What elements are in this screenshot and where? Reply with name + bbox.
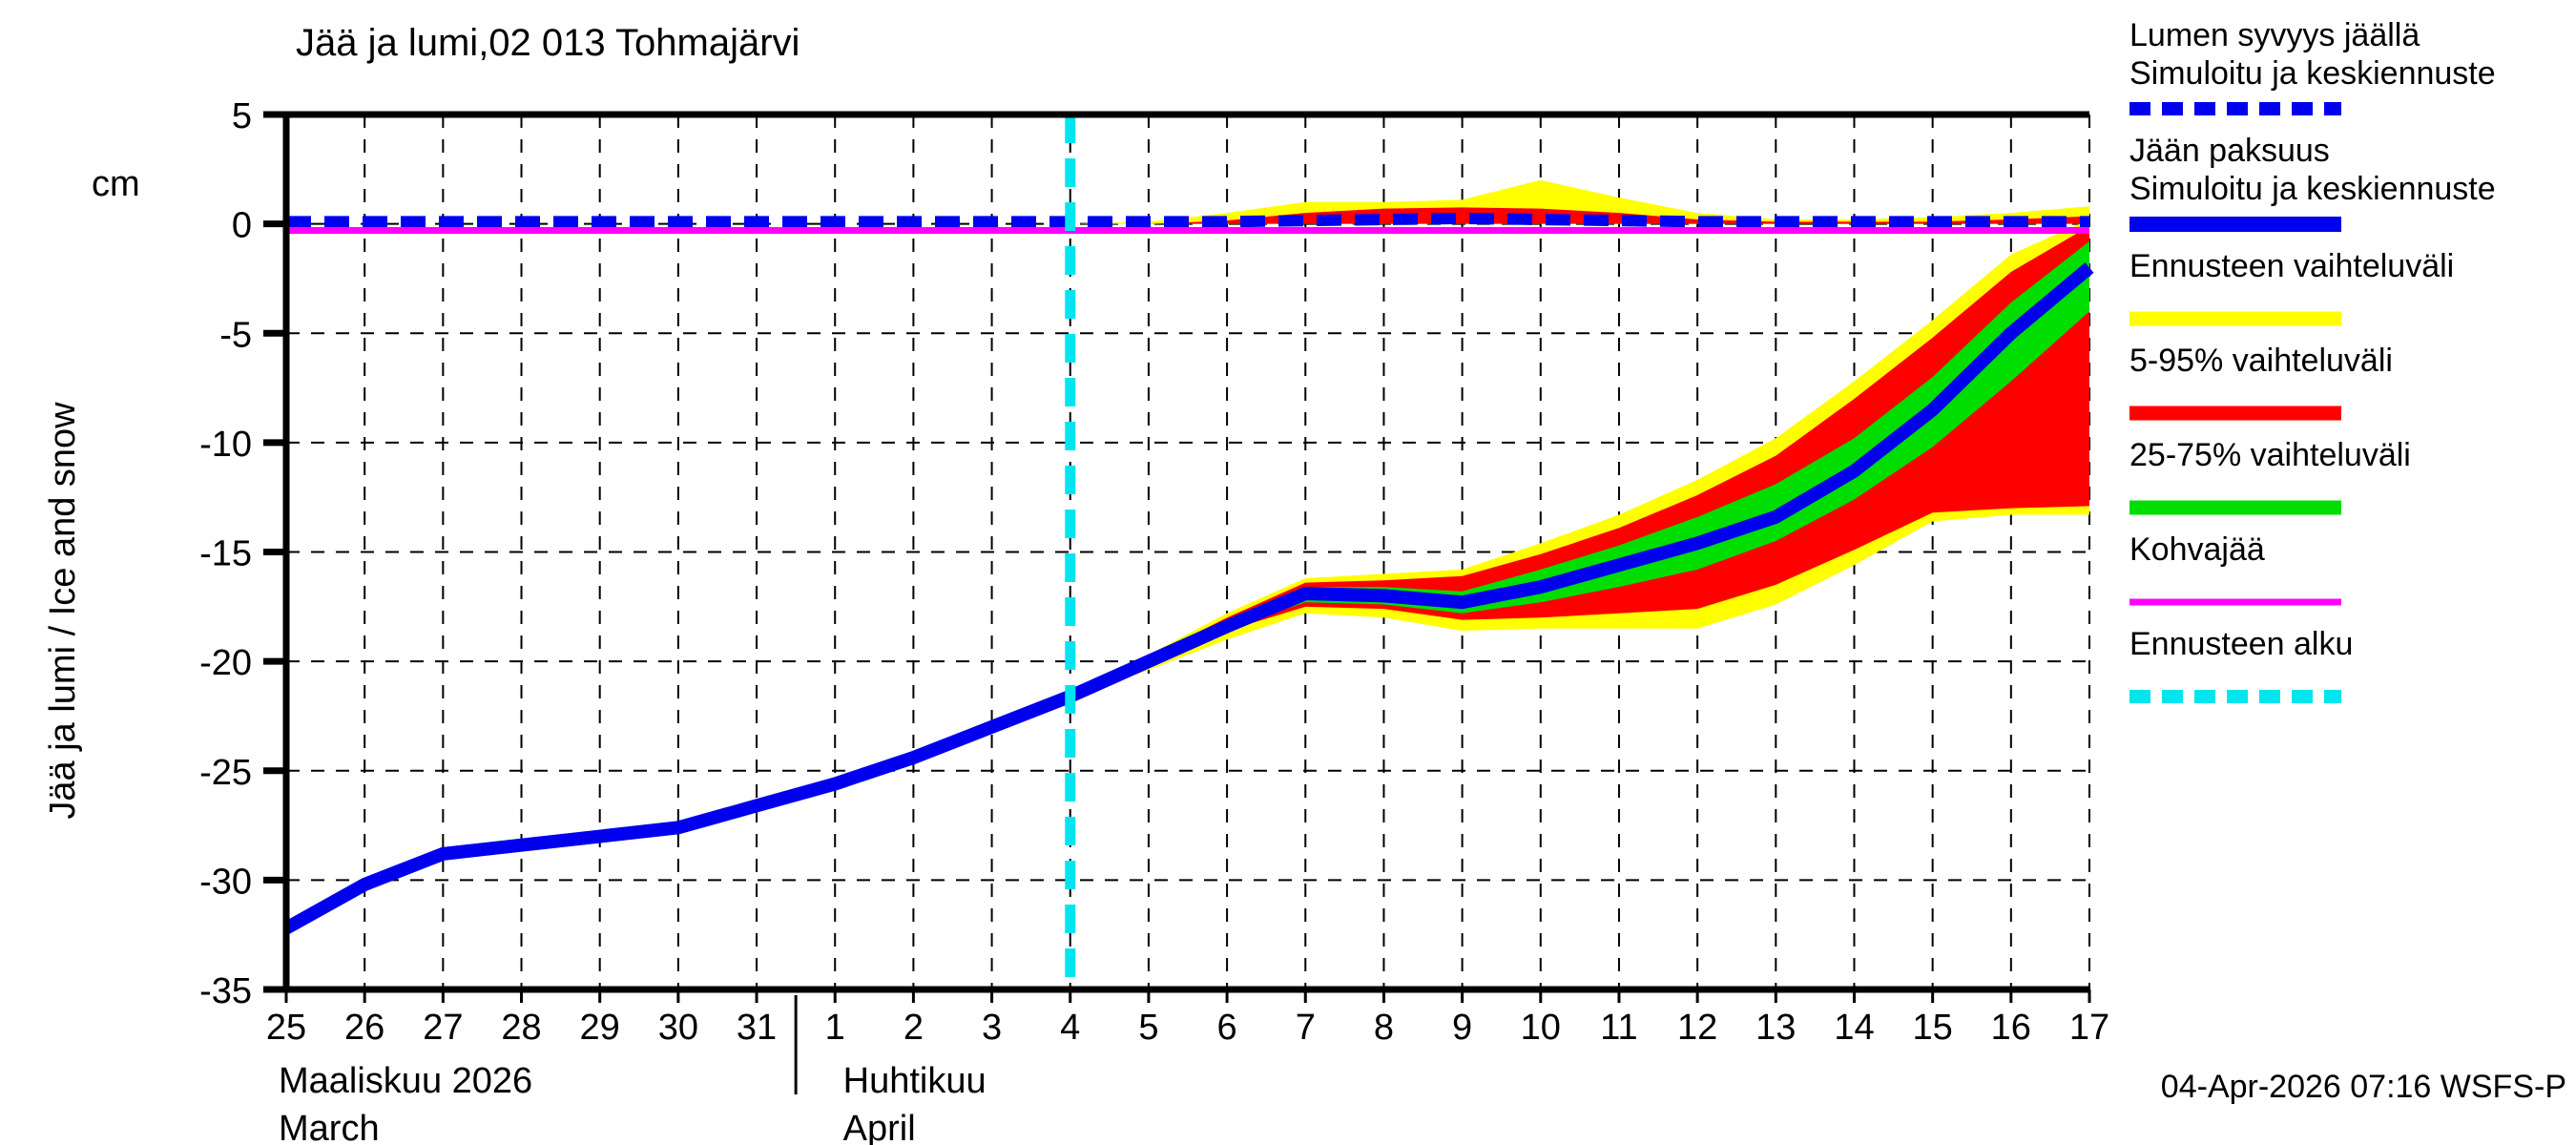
page-title: Jää ja lumi,02 013 Tohmajärvi <box>296 22 800 64</box>
y-tick-label: -15 <box>199 534 252 574</box>
y-tick-label: -25 <box>199 753 252 793</box>
series-solid <box>282 262 2094 934</box>
y-tick-label: 0 <box>232 206 252 246</box>
legend-title: Ennusteen vaihteluväli <box>2129 248 2454 284</box>
x-tick-label: 31 <box>737 1008 777 1048</box>
legend-title: Jään paksuus <box>2129 133 2330 169</box>
x-tick-label: 13 <box>1755 1008 1796 1048</box>
month-label-en: April <box>843 1109 916 1145</box>
legend-title: Ennusteen alku <box>2129 626 2353 662</box>
x-axis-tick-labels: 25 26 27 28 29 30 31 1 2 3 4 5 6 7 8 9 10 11 12 13 14 15 16 17 <box>266 1008 2109 1048</box>
y-tick-label: -5 <box>219 315 252 355</box>
axes <box>263 111 2091 1094</box>
month-label-fi: Maaliskuu 2026 <box>279 1061 532 1101</box>
legend-title: Lumen syvyys jäällä <box>2129 17 2420 53</box>
month-label-fi: Huhtikuu <box>843 1061 987 1101</box>
x-axis-month-labels: Maaliskuu 2026 March Huhtikuu April <box>279 1061 987 1145</box>
x-tick-label: 11 <box>1600 1008 1637 1048</box>
x-tick-label: 27 <box>423 1008 463 1048</box>
legend-subtitle: Simuloitu ja keskiennuste <box>2129 55 2496 92</box>
legend-subtitle: Simuloitu ja keskiennuste <box>2129 171 2496 207</box>
x-tick-label: 12 <box>1677 1008 1717 1048</box>
month-label-en: March <box>279 1109 380 1145</box>
x-tick-label: 15 <box>1913 1008 1953 1048</box>
legend-title: 25-75% vaihteluväli <box>2129 437 2411 473</box>
x-tick-label: 5 <box>1138 1008 1158 1048</box>
x-tick-label: 4 <box>1060 1008 1080 1048</box>
x-tick-label: 17 <box>2069 1008 2109 1048</box>
y-tick-label: -10 <box>199 425 252 465</box>
x-tick-label: 6 <box>1217 1008 1237 1048</box>
x-tick-label: 8 <box>1374 1008 1394 1048</box>
y-tick-label: 5 <box>232 96 252 136</box>
series-lines <box>282 212 2094 934</box>
x-tick-label: 1 <box>825 1008 845 1048</box>
y-tick-label: -20 <box>199 643 252 683</box>
x-tick-label: 29 <box>580 1008 620 1048</box>
x-tick-label: 3 <box>982 1008 1002 1048</box>
y-tick-label: -35 <box>199 971 252 1011</box>
legend-title: 5-95% vaihteluväli <box>2129 343 2393 379</box>
x-tick-label: 25 <box>266 1008 306 1048</box>
x-tick-label: 30 <box>658 1008 698 1048</box>
y-axis-unit-label: cm <box>92 164 140 204</box>
footer-timestamp: 04-Apr-2026 07:16 WSFS-P <box>2161 1069 2566 1105</box>
x-tick-label: 9 <box>1452 1008 1472 1048</box>
y-tick-label: -30 <box>199 862 252 902</box>
x-tick-label: 16 <box>1991 1008 2031 1048</box>
x-tick-label: 7 <box>1296 1008 1316 1048</box>
legend-title: Kohvajää <box>2129 531 2265 568</box>
x-tick-label: 2 <box>904 1008 924 1048</box>
x-tick-label: 10 <box>1521 1008 1561 1048</box>
y-axis-title: Jää ja lumi / Ice and snow <box>43 402 83 820</box>
y-axis-tick-labels: 5 0 -5 -10 -15 -20 -25 -30 -35 <box>199 96 252 1011</box>
ice-band <box>1070 219 2089 697</box>
x-tick-label: 26 <box>344 1008 384 1048</box>
x-tick-label: 28 <box>501 1008 541 1048</box>
series-dashed <box>286 212 2089 228</box>
x-tick-label: 14 <box>1834 1008 1874 1048</box>
